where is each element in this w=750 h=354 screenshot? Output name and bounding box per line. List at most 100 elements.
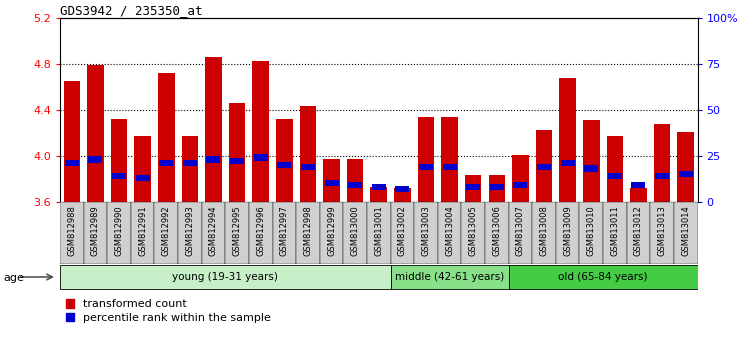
Bar — [300, 106, 316, 202]
Bar — [584, 165, 598, 172]
Bar — [438, 202, 461, 264]
Bar — [206, 57, 222, 202]
Legend: transformed count, percentile rank within the sample: transformed count, percentile rank withi… — [65, 299, 272, 323]
Bar — [514, 182, 527, 188]
Bar — [395, 185, 410, 192]
Text: age: age — [4, 273, 25, 283]
Bar — [278, 162, 291, 168]
Bar — [632, 182, 646, 188]
Bar — [158, 73, 175, 202]
Bar — [442, 164, 457, 170]
Text: GSM813010: GSM813010 — [586, 205, 596, 256]
Bar — [325, 180, 338, 187]
Bar — [418, 116, 434, 202]
Bar — [159, 160, 173, 166]
Text: GSM813009: GSM813009 — [563, 205, 572, 256]
Bar — [461, 202, 485, 264]
Bar — [346, 159, 364, 202]
Bar — [230, 158, 244, 164]
Bar — [178, 202, 202, 264]
Text: middle (42-61 years): middle (42-61 years) — [395, 272, 504, 282]
Bar — [134, 136, 151, 202]
Bar — [532, 202, 556, 264]
Text: GSM812995: GSM812995 — [232, 205, 242, 256]
Bar — [370, 187, 387, 202]
Bar — [419, 164, 433, 170]
Text: GSM812988: GSM812988 — [68, 205, 76, 256]
Text: GSM813004: GSM813004 — [445, 205, 454, 256]
Text: GSM812999: GSM812999 — [327, 205, 336, 256]
Bar — [60, 265, 391, 289]
Bar — [394, 188, 411, 202]
Bar — [509, 265, 698, 289]
Bar — [107, 202, 130, 264]
Bar — [130, 202, 154, 264]
Text: GSM812993: GSM812993 — [185, 205, 194, 256]
Text: GSM813012: GSM813012 — [634, 205, 643, 256]
Bar — [441, 116, 458, 202]
Bar — [630, 188, 646, 202]
Bar — [654, 124, 670, 202]
Text: GSM813003: GSM813003 — [422, 205, 430, 256]
Bar — [111, 119, 128, 202]
Text: old (65-84 years): old (65-84 years) — [558, 272, 648, 282]
Bar — [112, 173, 126, 179]
Text: GSM813008: GSM813008 — [539, 205, 548, 256]
Bar — [466, 184, 480, 190]
Text: GSM813013: GSM813013 — [658, 205, 667, 256]
Bar — [674, 202, 698, 264]
Text: GSM813006: GSM813006 — [492, 205, 501, 256]
Text: GSM813007: GSM813007 — [516, 205, 525, 256]
Bar — [391, 265, 508, 289]
Text: GSM812989: GSM812989 — [91, 205, 100, 256]
Bar — [64, 160, 79, 166]
Bar — [182, 136, 198, 202]
Bar — [249, 202, 272, 264]
Bar — [512, 155, 529, 202]
Bar — [254, 154, 268, 161]
Bar — [536, 131, 552, 202]
Text: GSM813014: GSM813014 — [681, 205, 690, 256]
Text: GSM812997: GSM812997 — [280, 205, 289, 256]
Bar — [87, 65, 104, 202]
Bar — [88, 156, 103, 162]
Text: GSM813002: GSM813002 — [398, 205, 406, 256]
Bar — [603, 202, 627, 264]
Bar — [60, 202, 83, 264]
Bar — [206, 156, 220, 162]
Bar — [509, 202, 532, 264]
Bar — [301, 164, 315, 170]
Text: GDS3942 / 235350_at: GDS3942 / 235350_at — [60, 4, 202, 17]
Bar — [488, 175, 505, 202]
Bar — [348, 182, 362, 188]
Text: GSM812992: GSM812992 — [162, 205, 171, 256]
Bar — [320, 202, 344, 264]
Text: GSM813001: GSM813001 — [374, 205, 383, 256]
Text: GSM812990: GSM812990 — [115, 205, 124, 256]
Bar — [272, 202, 296, 264]
Bar — [367, 202, 391, 264]
Text: GSM813005: GSM813005 — [469, 205, 478, 256]
Bar — [323, 159, 340, 202]
Text: GSM813011: GSM813011 — [610, 205, 620, 256]
Bar — [556, 202, 580, 264]
Bar — [465, 175, 482, 202]
Bar — [655, 173, 669, 179]
Bar — [677, 132, 694, 202]
Text: GSM812998: GSM812998 — [304, 205, 313, 256]
Text: GSM812996: GSM812996 — [256, 205, 265, 256]
Bar — [136, 175, 150, 181]
Bar — [276, 119, 292, 202]
Bar — [607, 136, 623, 202]
Bar — [344, 202, 367, 264]
Bar — [627, 202, 650, 264]
Bar — [414, 202, 438, 264]
Bar — [296, 202, 320, 264]
Bar — [560, 160, 574, 166]
Bar — [583, 120, 599, 202]
Bar — [537, 164, 551, 170]
Bar — [83, 202, 107, 264]
Bar — [202, 202, 225, 264]
Bar — [253, 61, 269, 202]
Text: GSM812994: GSM812994 — [209, 205, 218, 256]
